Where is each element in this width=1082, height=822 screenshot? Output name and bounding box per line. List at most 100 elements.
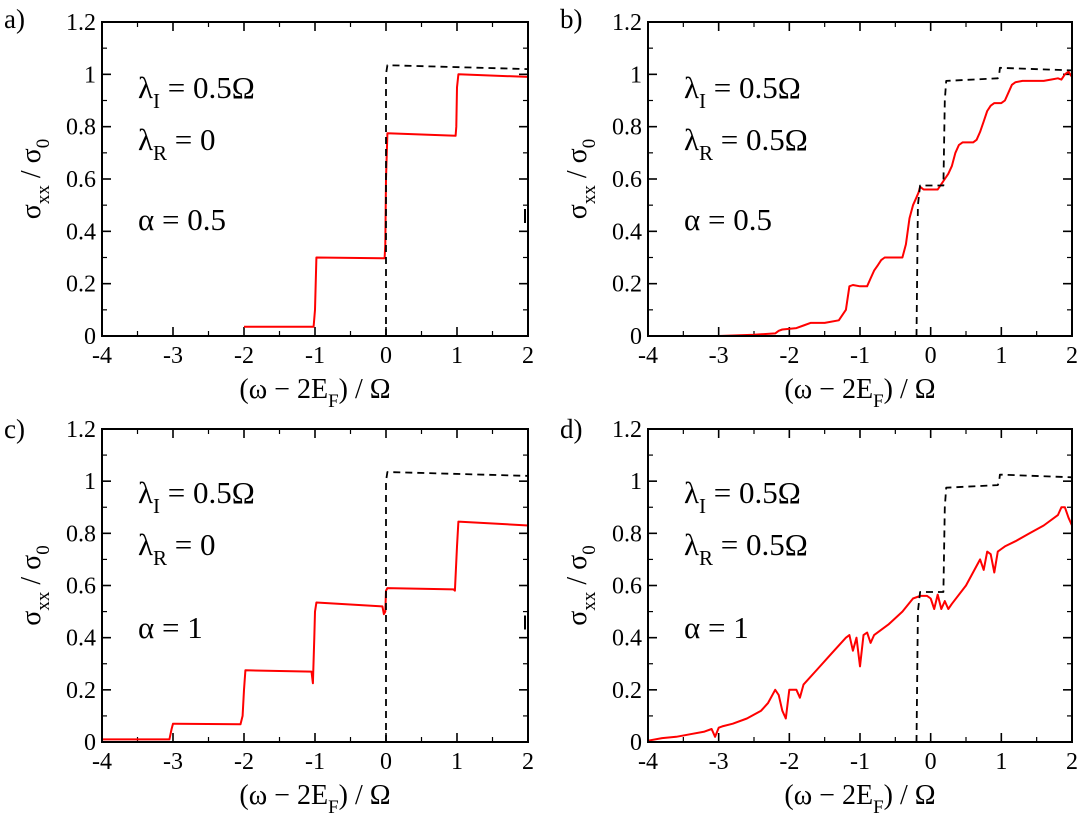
panel-label: a) bbox=[4, 4, 25, 34]
x-tick-label: 1 bbox=[451, 343, 463, 369]
y-axis-label-tail: / σ bbox=[16, 148, 47, 185]
x-tick-label: -4 bbox=[638, 343, 658, 369]
panel-label: b) bbox=[560, 4, 583, 34]
y-axis-label: σxx / σ0 bbox=[16, 545, 54, 625]
annotation-tail: = 0.5Ω bbox=[713, 122, 808, 157]
y-tick-label: 0.4 bbox=[612, 219, 642, 245]
annotation-main: λ bbox=[684, 527, 699, 562]
y-axis-label-sigma: σ bbox=[562, 611, 593, 626]
y-tick-label: 1.2 bbox=[612, 10, 642, 36]
x-axis-label-main: (ω − 2E bbox=[239, 374, 328, 405]
y-tick-label: 0.2 bbox=[66, 678, 96, 704]
y-axis-label: σxx / σ0 bbox=[562, 545, 600, 625]
y-tick-label: 0.4 bbox=[66, 626, 96, 652]
x-tick-label: -2 bbox=[234, 343, 254, 369]
annotation-tail: = 0.5Ω bbox=[713, 527, 808, 562]
annotation: λR = 0.5Ω bbox=[684, 122, 808, 165]
plot-frame bbox=[101, 428, 529, 743]
annotation-main: λ bbox=[684, 475, 699, 510]
y-tick-label: 0.8 bbox=[66, 115, 96, 141]
y-axis-label: σxx / σ0 bbox=[562, 139, 600, 219]
x-tick-label: 0 bbox=[380, 749, 392, 775]
annotation: λI = 0.5Ω bbox=[684, 70, 801, 113]
x-tick-label: 2 bbox=[522, 343, 534, 369]
plot-frame bbox=[647, 21, 1073, 337]
annotation: λR = 0 bbox=[138, 122, 216, 165]
y-axis-label-subscript2: 0 bbox=[33, 139, 54, 149]
x-tick-label: 2 bbox=[1066, 749, 1078, 775]
red-series-line bbox=[718, 70, 1073, 337]
y-axis-label-subscript: xx bbox=[33, 185, 54, 205]
y-tick-label: 0.8 bbox=[612, 521, 642, 547]
dashed-black-series-line bbox=[915, 66, 1073, 337]
x-tick-label: 0 bbox=[925, 343, 937, 369]
annotation-subscript: I bbox=[153, 494, 160, 518]
x-axis-label-main: (ω − 2E bbox=[784, 374, 873, 405]
annotation-main: α = 0.5 bbox=[684, 202, 772, 237]
annotation-tail: = 0.5Ω bbox=[160, 70, 255, 105]
annotation-main: λ bbox=[138, 70, 153, 105]
y-tick-label: 0.8 bbox=[612, 115, 642, 141]
annotation: λI = 0.5Ω bbox=[684, 475, 801, 518]
x-axis-label-main: (ω − 2E bbox=[239, 780, 328, 811]
x-axis-label-subscript: F bbox=[328, 797, 339, 818]
x-axis-label-subscript: F bbox=[328, 391, 339, 412]
y-axis-label-subscript2: 0 bbox=[33, 545, 54, 555]
y-axis-label-tail: / σ bbox=[16, 555, 47, 592]
x-axis-label: (ω − 2EF) / Ω bbox=[784, 780, 935, 818]
x-tick-label: -3 bbox=[709, 749, 729, 775]
x-tick-label: 1 bbox=[995, 343, 1007, 369]
annotation-main: λ bbox=[138, 122, 153, 157]
panel-b: b)-4 -3 -2 -1 0 1 200.20.40.60.811.2λI = 0.5Ωλ… bbox=[524, 4, 1078, 412]
y-tick-label: 0.2 bbox=[612, 678, 642, 704]
x-axis-label: (ω − 2EF) / Ω bbox=[784, 374, 935, 412]
x-tick-label: -1 bbox=[850, 749, 870, 775]
y-tick-label: 0.6 bbox=[66, 574, 96, 600]
x-axis-label-tail: ) / Ω bbox=[339, 374, 391, 405]
y-tick-label: 1.2 bbox=[612, 417, 642, 443]
annotation-main: λ bbox=[138, 527, 153, 562]
y-axis-label-sigma: σ bbox=[16, 611, 47, 626]
x-tick-label: -1 bbox=[305, 343, 325, 369]
y-tick-label: 0 bbox=[630, 324, 642, 350]
dashed-black-series-line bbox=[385, 471, 529, 742]
annotation: λI = 0.5Ω bbox=[138, 475, 255, 518]
x-tick-label: 1 bbox=[995, 749, 1007, 775]
annotation-subscript: I bbox=[699, 89, 706, 113]
annotation-subscript: R bbox=[153, 141, 167, 165]
panel-a: a)-4 -3 -2 -1 0 1 200.20.40.60.811.2λI = 0.5Ωλ… bbox=[4, 4, 534, 412]
y-tick-label: 1 bbox=[84, 469, 96, 495]
y-axis-label-sigma: σ bbox=[16, 204, 47, 219]
annotation-tail: = 0.5Ω bbox=[706, 70, 801, 105]
panel-c: c)-4 -3 -2 -1 0 1 200.20.40.60.811.2λI = 0.5Ωλ… bbox=[4, 414, 534, 818]
annotation-main: λ bbox=[684, 70, 699, 105]
annotation-main: α = 1 bbox=[684, 610, 749, 645]
x-tick-label: -3 bbox=[163, 343, 183, 369]
x-tick-label: -3 bbox=[709, 343, 729, 369]
y-axis-label-tail: / σ bbox=[562, 555, 593, 592]
annotation-tail: = 0.5Ω bbox=[160, 475, 255, 510]
annotation: λR = 0 bbox=[138, 527, 216, 570]
dashed-black-series-line bbox=[385, 64, 529, 336]
y-tick-label: 0 bbox=[84, 324, 96, 350]
annotation-subscript: I bbox=[153, 89, 160, 113]
y-tick-label: 0.4 bbox=[612, 626, 642, 652]
plot-frame bbox=[101, 21, 529, 337]
panel-label: c) bbox=[4, 414, 25, 444]
y-tick-label: 0.2 bbox=[66, 272, 96, 298]
x-tick-label: -1 bbox=[850, 343, 870, 369]
annotation: λI = 0.5Ω bbox=[138, 70, 255, 113]
plot-frame bbox=[647, 428, 1073, 743]
x-axis-label: (ω − 2EF) / Ω bbox=[239, 780, 390, 818]
y-tick-label: 0.6 bbox=[612, 574, 642, 600]
y-tick-label: 0 bbox=[84, 730, 96, 756]
annotation-subscript: I bbox=[699, 494, 706, 518]
y-tick-label: 1.2 bbox=[66, 10, 96, 36]
x-tick-label: 1 bbox=[451, 749, 463, 775]
red-series-line bbox=[102, 520, 529, 741]
y-tick-label: 0.2 bbox=[612, 272, 642, 298]
y-axis-label-subscript: xx bbox=[33, 591, 54, 611]
y-axis-label-sigma: σ bbox=[562, 204, 593, 219]
annotation-subscript: R bbox=[699, 546, 713, 570]
dashed-black-series-line bbox=[915, 473, 1073, 743]
